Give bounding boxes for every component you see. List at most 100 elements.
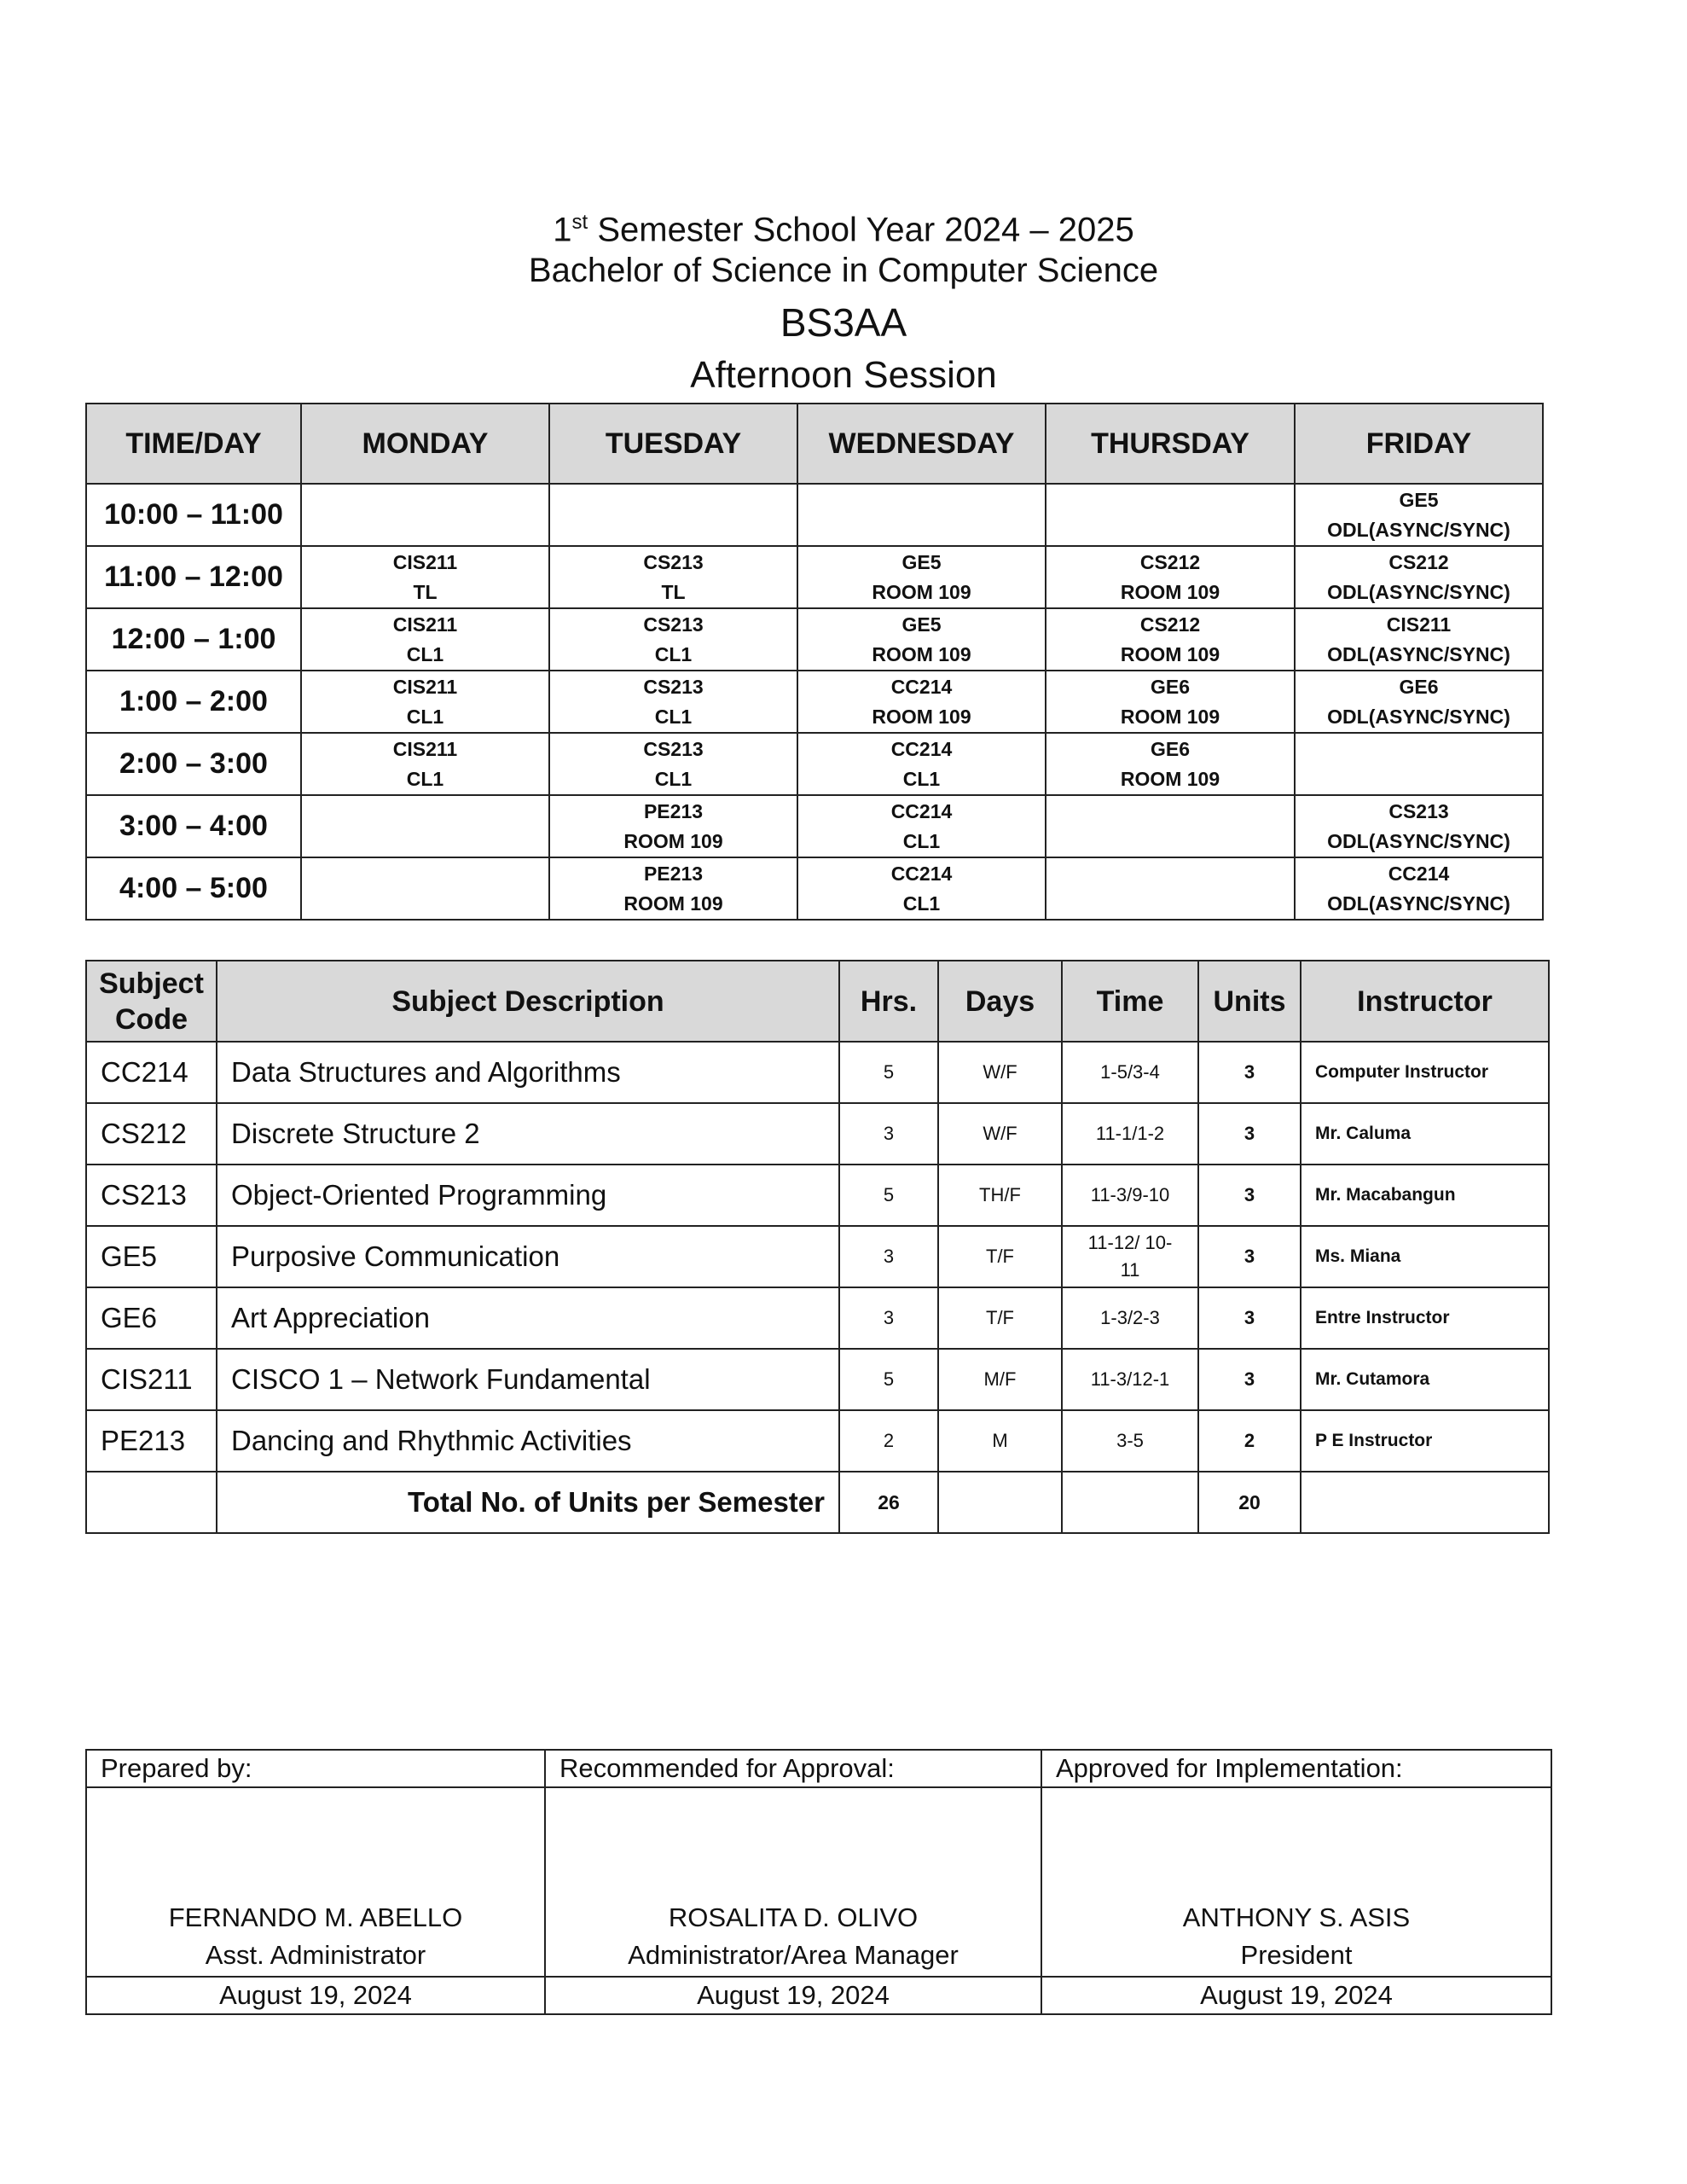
subject-code: CS213 (643, 737, 704, 760)
schedule-cell: CC214 CL1 (797, 732, 1046, 796)
subject-code: CS213 (643, 675, 704, 698)
program-title: Bachelor of Science in Computer Science (528, 252, 1159, 289)
room-label: TL (413, 580, 438, 603)
subject-code: PE213 (643, 799, 704, 822)
time-slot: 12:00 – 1:00 (85, 607, 302, 671)
schedule-row: 4:00 – 5:00 PE213 ROOM 109 CC214 CL1 CC214 ODL… (85, 857, 1544, 921)
subject-instructor: Computer Instructor (1300, 1041, 1550, 1104)
subject-code: GE6 (1150, 737, 1191, 760)
room-label: ROOM 109 (623, 829, 723, 852)
schedule-cell: GE5 ROOM 109 (797, 607, 1046, 671)
semester-ordinal: 1 (553, 211, 572, 249)
subject-description: Art Appreciation (216, 1287, 840, 1350)
schedule-cell: CIS211 CL1 (300, 607, 550, 671)
schedule-cell (797, 483, 1046, 547)
schedule-row: 3:00 – 4:00 PE213 ROOM 109 CC214 CL1 CS213 ODL… (85, 794, 1544, 858)
subject-instructor: Mr. Macabangun (1300, 1164, 1550, 1227)
empty-cell (85, 1471, 217, 1534)
subject-code: GE5 (901, 550, 942, 573)
schedule-cell: CIS211 TL (300, 545, 550, 609)
subject-code: CS213 (643, 550, 704, 573)
room-label: CL1 (406, 705, 444, 728)
room-label: CL1 (406, 767, 444, 790)
room-label: CL1 (654, 642, 693, 665)
subject-code: CC214 (890, 862, 953, 885)
schedule-cell: GE6 ROOM 109 (1045, 732, 1296, 796)
time-slot: 3:00 – 4:00 (85, 794, 302, 858)
total-hours: 26 (838, 1471, 939, 1534)
room-label: ROOM 109 (872, 705, 971, 728)
subject-code: GE6 (1150, 675, 1191, 698)
subject-row: CS212 Discrete Structure 2 3 W/F 11-1/1-2 3 Mr… (85, 1102, 1550, 1165)
empty-cell (1061, 1471, 1199, 1534)
subject-row: GE6 Art Appreciation 3 T/F 1-3/2-3 3 Entre Ins… (85, 1287, 1550, 1350)
subject-time: 1-5/3-4 (1061, 1041, 1199, 1104)
subject-row: CC214 Data Structures and Algorithms 5 W/F 1… (85, 1041, 1550, 1104)
room-label: ODL(ASYNC/SYNC) (1327, 642, 1510, 665)
subject-hours: 5 (838, 1041, 939, 1104)
schedule-cell: CS213 TL (548, 545, 798, 609)
subject-instructor: Ms. Miana (1300, 1225, 1550, 1288)
subject-description: Data Structures and Algorithms (216, 1041, 840, 1104)
subject-description: Object-Oriented Programming (216, 1164, 840, 1227)
subject-description: Purposive Communication (216, 1225, 840, 1288)
subject-days: M/F (937, 1348, 1063, 1411)
subject-row: CS213 Object-Oriented Programming 5 TH/F 11-… (85, 1164, 1550, 1227)
session-title: Afternoon Session (690, 354, 997, 396)
time-slot: 2:00 – 3:00 (85, 732, 302, 796)
subject-days: M (937, 1409, 1063, 1472)
schedule-cell: CS213 CL1 (548, 607, 798, 671)
room-label: ODL(ASYNC/SYNC) (1327, 518, 1510, 541)
signature-date: August 19, 2024 (544, 1976, 1042, 2015)
semester-suffix: st (571, 211, 588, 234)
subject-hours: 3 (838, 1287, 939, 1350)
room-label: CL1 (406, 642, 444, 665)
column-header-thursday: THURSDAY (1045, 403, 1296, 485)
signatory-title: Administrator/Area Manager (628, 1940, 959, 1970)
subject-row: PE213 Dancing and Rhythmic Activities 2 M 3-… (85, 1409, 1550, 1472)
subject-hours: 3 (838, 1225, 939, 1288)
signatory-name: FERNANDO M. ABELLO (168, 1902, 463, 1932)
schedule-cell: CS212 ROOM 109 (1045, 607, 1296, 671)
schedule-cell: CIS211 CL1 (300, 732, 550, 796)
subject-description: Dancing and Rhythmic Activities (216, 1409, 840, 1472)
room-label: ROOM 109 (1120, 705, 1220, 728)
subject-code: GE5 (85, 1225, 217, 1288)
time-slot: 1:00 – 2:00 (85, 670, 302, 734)
subject-code: CS213 (85, 1164, 217, 1227)
subject-instructor: Entre Instructor (1300, 1287, 1550, 1350)
subject-code: CIS211 (392, 613, 458, 636)
subject-code: CIS211 (85, 1348, 217, 1411)
subject-code: GE5 (1399, 488, 1439, 511)
subject-instructor: Mr. Cutamora (1300, 1348, 1550, 1411)
weekly-schedule-table: TIME/DAY MONDAY TUESDAY WEDNESDAY THURSDAY FR… (85, 403, 1544, 921)
subject-code: CC214 (890, 799, 953, 822)
subject-code: CIS211 (1386, 613, 1452, 636)
schedule-cell: CS213 ODL(ASYNC/SYNC) (1294, 794, 1544, 858)
subject-days: W/F (937, 1041, 1063, 1104)
subject-units: 3 (1197, 1225, 1301, 1288)
schedule-cell (548, 483, 798, 547)
subject-time: 11-3/9-10 (1061, 1164, 1199, 1227)
subject-row: GE5 Purposive Communication 3 T/F 11-12/ 10-… (85, 1225, 1550, 1288)
subject-time: 3-5 (1061, 1409, 1199, 1472)
column-header-friday: FRIDAY (1294, 403, 1544, 485)
schedule-cell (1045, 857, 1296, 921)
schedule-cell: CS212 ROOM 109 (1045, 545, 1296, 609)
room-label: ROOM 109 (1120, 642, 1220, 665)
schedule-cell: CS212 ODL(ASYNC/SYNC) (1294, 545, 1544, 609)
subject-time: 11-1/1-2 (1061, 1102, 1199, 1165)
schedule-cell: CIS211 ODL(ASYNC/SYNC) (1294, 607, 1544, 671)
room-label: ROOM 109 (872, 580, 971, 603)
signatory-title: President (1240, 1940, 1353, 1970)
room-label: ROOM 109 (623, 892, 723, 915)
signatory: FERNANDO M. ABELLO Asst. Administrator (85, 1786, 546, 1978)
schedule-row: 11:00 – 12:00 CIS211 TL CS213 TL GE5 ROOM 109 C… (85, 545, 1544, 609)
signature-label: Approved for Implementation: (1041, 1749, 1552, 1788)
total-label: Total No. of Units per Semester (216, 1471, 840, 1534)
room-label: ODL(ASYNC/SYNC) (1327, 580, 1510, 603)
schedule-cell: GE6 ODL(ASYNC/SYNC) (1294, 670, 1544, 734)
schedule-cell (1045, 794, 1296, 858)
subject-instructor: P E Instructor (1300, 1409, 1550, 1472)
subject-code: GE6 (1399, 675, 1439, 698)
